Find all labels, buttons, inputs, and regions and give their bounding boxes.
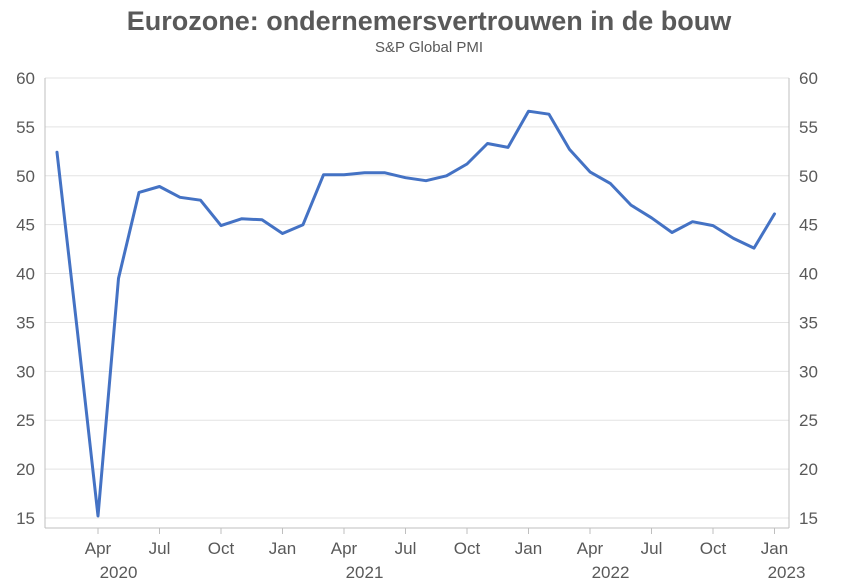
data-point: [404, 176, 407, 179]
data-point: [322, 173, 325, 176]
x-year-label: 2021: [346, 563, 384, 582]
y-tick-label-left: 30: [16, 362, 35, 381]
y-tick-label-right: 25: [799, 411, 818, 430]
data-point: [773, 212, 776, 215]
data-point: [486, 142, 489, 145]
data-point: [712, 224, 715, 227]
data-point: [609, 182, 612, 185]
y-tick-label-left: 50: [16, 167, 35, 186]
x-tick-label: Jan: [515, 539, 542, 558]
data-point: [343, 173, 346, 176]
y-tick-label-left: 25: [16, 411, 35, 430]
x-tick-label: Oct: [454, 539, 481, 558]
y-tick-label-left: 45: [16, 216, 35, 235]
x-tick-label: Jan: [761, 539, 788, 558]
data-point: [445, 174, 448, 177]
y-tick-label-right: 35: [799, 313, 818, 332]
data-point: [630, 204, 633, 207]
y-tick-label-right: 30: [799, 362, 818, 381]
data-point: [158, 185, 161, 188]
data-point: [302, 223, 305, 226]
y-tick-label-right: 45: [799, 216, 818, 235]
data-point: [568, 148, 571, 151]
y-axis-right: 15 20 25 30 35 40 45 50 55 60: [788, 69, 818, 528]
x-tick-label: Jul: [395, 539, 417, 558]
data-point: [261, 218, 264, 221]
y-tick-label-right: 60: [799, 69, 818, 88]
y-tick-label-right: 55: [799, 118, 818, 137]
x-tick-label: Oct: [700, 539, 727, 558]
data-point: [76, 331, 79, 334]
y-tick-label-right: 40: [799, 265, 818, 284]
y-tick-label-left: 40: [16, 265, 35, 284]
data-point: [56, 151, 59, 154]
y-tick-label-left: 55: [16, 118, 35, 137]
chart-title: Eurozone: ondernemersvertrouwen in de bo…: [127, 6, 733, 36]
x-tick-label: Apr: [577, 539, 604, 558]
chart-subtitle: S&P Global PMI: [375, 39, 483, 56]
y-tick-label-right: 20: [799, 460, 818, 479]
y-tick-label-left: 20: [16, 460, 35, 479]
data-point: [548, 113, 551, 116]
data-point: [138, 191, 141, 194]
data-point: [363, 171, 366, 174]
y-axis-left: 15 20 25 30 35 40 45 50 55 60: [16, 69, 46, 528]
x-tick-label: Jul: [641, 539, 663, 558]
x-tick-label: Oct: [208, 539, 235, 558]
data-point: [466, 163, 469, 166]
data-point: [507, 146, 510, 149]
data-point: [671, 231, 674, 234]
y-tick-label-right: 50: [799, 167, 818, 186]
data-point: [240, 217, 243, 220]
data-point: [753, 247, 756, 250]
y-tick-label-left: 60: [16, 69, 35, 88]
x-year-label: 2022: [592, 563, 630, 582]
data-point: [117, 277, 120, 280]
y-tick-label-right: 15: [799, 509, 818, 528]
data-point: [650, 216, 653, 219]
x-tick-label: Apr: [85, 539, 112, 558]
data-point: [589, 170, 592, 173]
x-year-label: 2020: [100, 563, 138, 582]
series-layer: [55, 109, 776, 518]
data-point: [384, 171, 387, 174]
data-point: [281, 232, 284, 235]
series-line: [55, 109, 776, 518]
x-tick-label: Jan: [269, 539, 296, 558]
data-point: [527, 110, 530, 113]
data-point: [199, 199, 202, 202]
x-axis-ticks: Apr Jul Oct Jan Apr Jul Oct Jan Apr Jul Oct Jan 2020…: [85, 528, 806, 582]
x-tick-label: Apr: [331, 539, 358, 558]
data-point: [691, 220, 694, 223]
data-point: [179, 196, 182, 199]
data-point: [732, 237, 735, 240]
data-point: [220, 224, 223, 227]
gridlines: [45, 77, 789, 519]
data-point: [97, 515, 100, 518]
y-tick-label-left: 35: [16, 313, 35, 332]
data-point: [425, 179, 428, 182]
x-year-label: 2023: [768, 563, 806, 582]
x-tick-label: Jul: [149, 539, 171, 558]
y-tick-label-left: 15: [16, 509, 35, 528]
